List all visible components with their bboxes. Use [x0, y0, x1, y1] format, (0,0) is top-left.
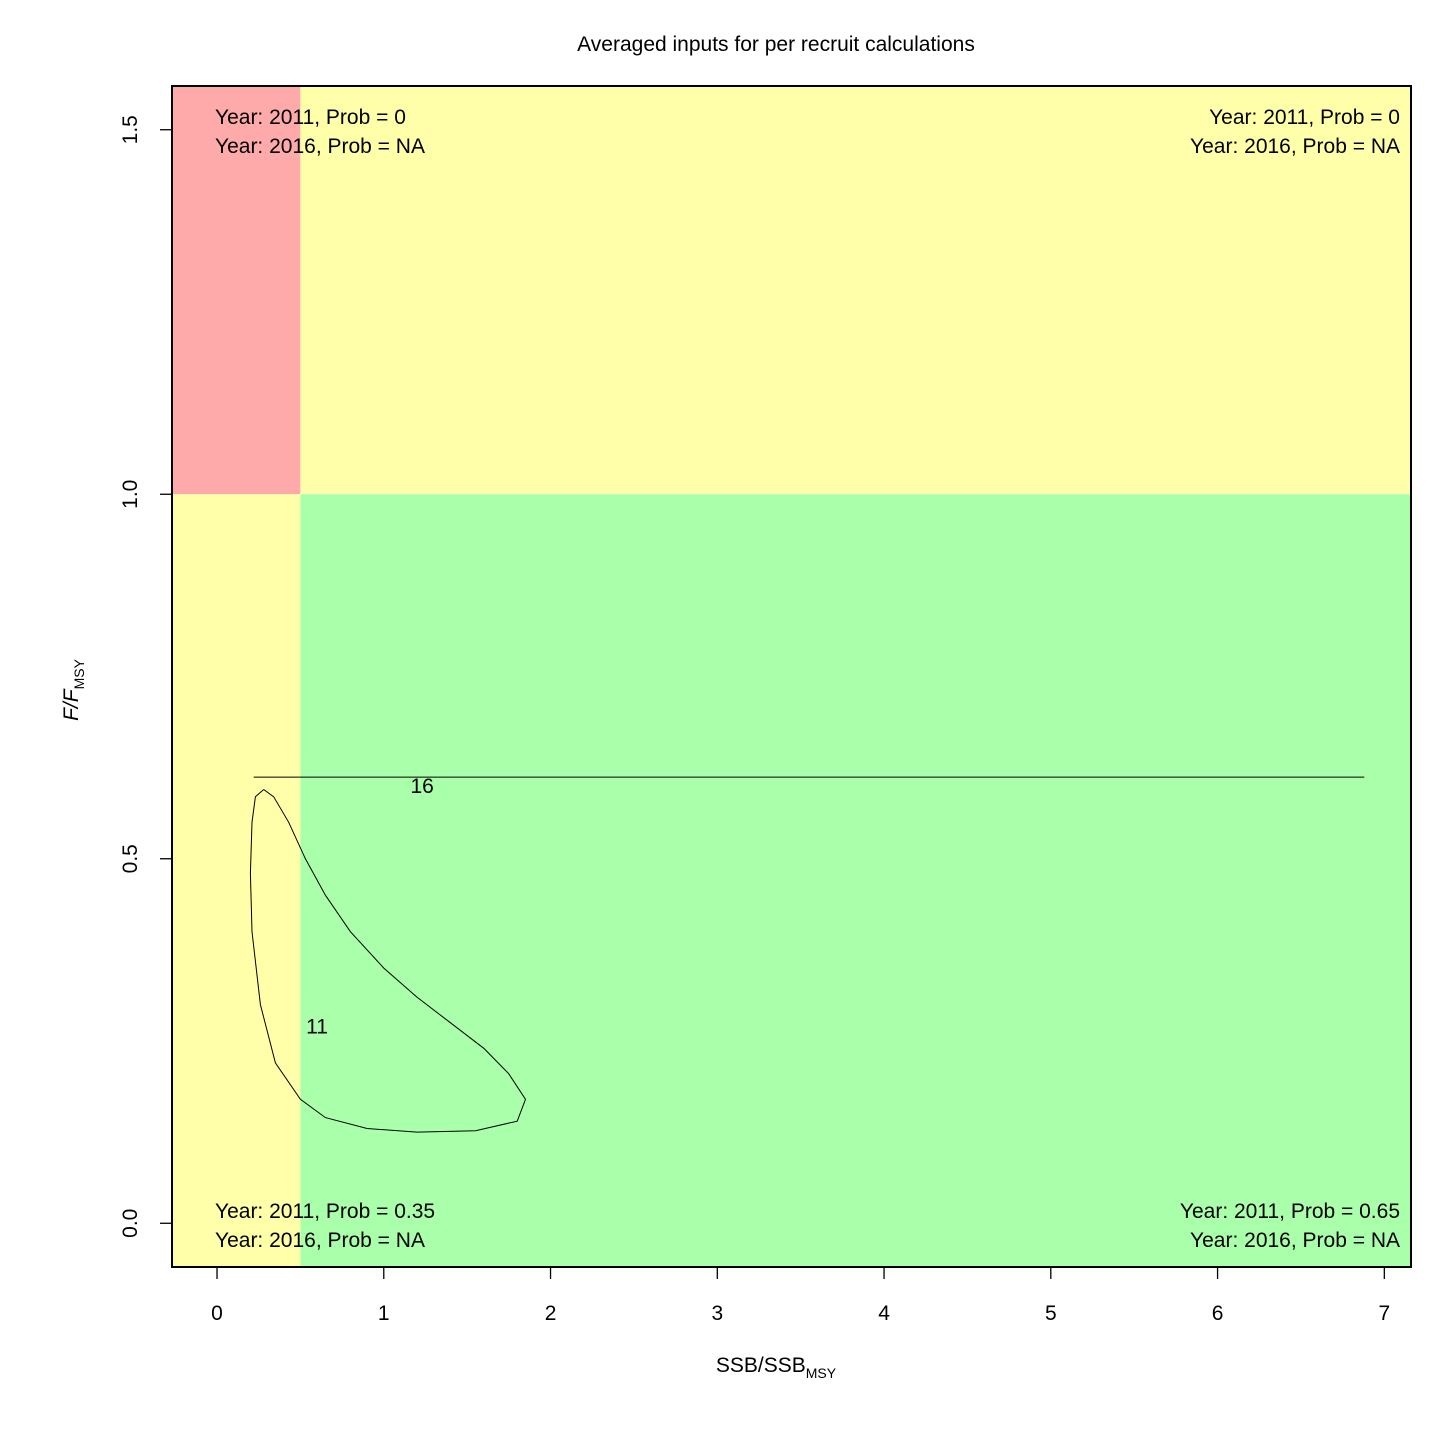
- x-axis-title-sub: MSY: [806, 1365, 837, 1381]
- zone-healthy-overfishing: [300, 86, 1411, 495]
- y-tick-label-0: 0.0: [119, 1209, 142, 1238]
- y-tick-label-0.5: 0.5: [119, 844, 142, 873]
- x-tick-label-5: 5: [1045, 1302, 1057, 1325]
- y-axis-title-sub: MSY: [71, 658, 87, 689]
- quadrant-label-top-right-line-2: Year: 2016, Prob = NA: [1190, 135, 1400, 158]
- contour-line-11: [249, 789, 527, 1133]
- quadrant-label-bottom-right-line-1: Year: 2011, Prob = 0.65: [1180, 1200, 1400, 1223]
- quadrant-label-bottom-left-line-2: Year: 2016, Prob = NA: [215, 1229, 425, 1252]
- contour-labels-layer: 11 16: [306, 775, 434, 1039]
- x-tick-label-2: 2: [545, 1302, 557, 1325]
- x-axis: 0 1 2 3 4 5 6 7: [211, 1266, 1390, 1325]
- contour-label-11: 11: [306, 1015, 328, 1038]
- x-tick-label-6: 6: [1212, 1302, 1224, 1325]
- y-axis-title: F/FMSY: [60, 658, 87, 721]
- quadrant-label-bottom-left-line-1: Year: 2011, Prob = 0.35: [215, 1200, 435, 1223]
- zone-healthy-no-overfishing: [300, 494, 1411, 1267]
- quadrant-label-top-right-line-1: Year: 2011, Prob = 0: [1209, 106, 1400, 129]
- zone-overfished-overfishing: [172, 86, 301, 495]
- quadrant-label-top-left-line-1: Year: 2011, Prob = 0: [215, 106, 406, 129]
- x-tick-label-4: 4: [878, 1302, 890, 1325]
- zones-layer: [172, 86, 1411, 1267]
- zone-overfished-no-overfishing: [172, 494, 301, 1267]
- y-tick-label-1.5: 1.5: [119, 115, 142, 144]
- y-axis-title-main: F/F: [60, 688, 83, 721]
- quadrant-label-top-left-line-2: Year: 2016, Prob = NA: [215, 135, 425, 158]
- x-tick-label-7: 7: [1378, 1302, 1390, 1325]
- x-tick-label-3: 3: [711, 1302, 723, 1325]
- x-tick-label-1: 1: [378, 1302, 390, 1325]
- x-axis-title: SSB/SSBMSY: [716, 1354, 837, 1381]
- quadrant-labels-layer: Year: 2011, Prob = 0 Year: 2016, Prob = N…: [215, 106, 1400, 1252]
- x-axis-title-main: SSB/SSB: [716, 1354, 806, 1377]
- x-tick-label-0: 0: [211, 1302, 223, 1325]
- y-tick-label-1: 1.0: [119, 480, 142, 509]
- contours-layer: [249, 776, 1365, 1133]
- quadrant-label-bottom-right-line-2: Year: 2016, Prob = NA: [1190, 1229, 1400, 1252]
- y-axis: 0.0 0.5 1.0 1.5: [119, 115, 173, 1238]
- chart-title: Averaged inputs for per recruit calculat…: [577, 33, 975, 56]
- contour-label-16: 16: [410, 775, 433, 798]
